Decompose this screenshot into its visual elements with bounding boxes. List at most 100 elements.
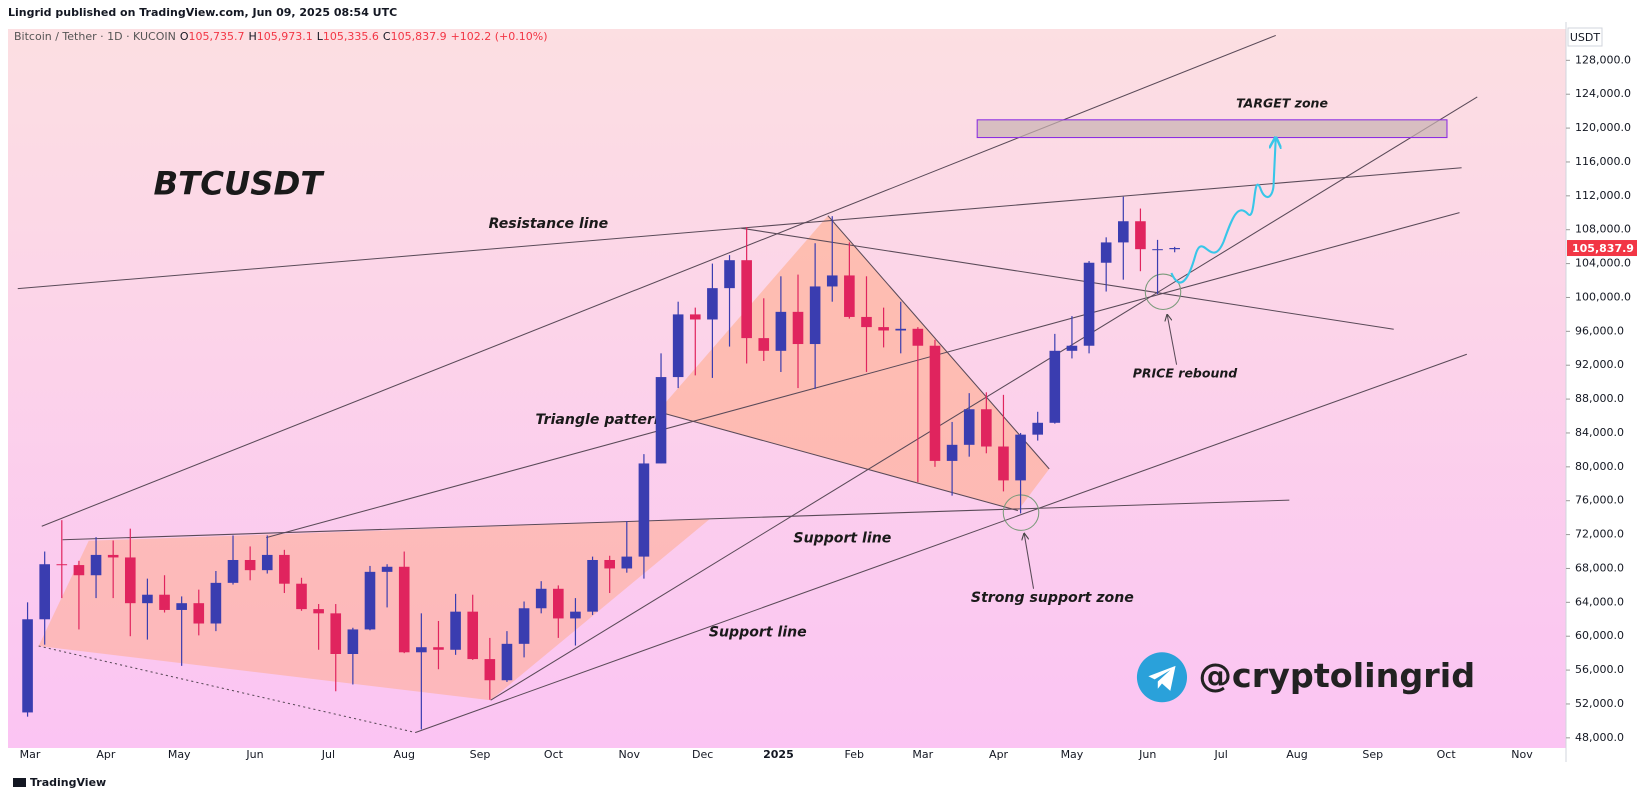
annotation: Support line: [709, 625, 807, 641]
candle-body: [1032, 422, 1044, 435]
candle-body: [553, 588, 564, 619]
x-tick-label: Mar: [20, 748, 41, 761]
candle-body: [758, 338, 770, 351]
y-tick-label: 60,000.0: [1575, 629, 1624, 642]
candle-body: [450, 611, 461, 650]
y-tick-label: 112,000.0: [1575, 189, 1631, 202]
candle-body: [1100, 242, 1112, 263]
triangle-top: [827, 215, 1050, 470]
x-tick-label: Oct: [1437, 748, 1457, 761]
y-tick-label: 84,000.0: [1575, 426, 1624, 439]
y-tick-label: 104,000.0: [1575, 257, 1631, 270]
candle-body: [518, 608, 530, 644]
annotation: Resistance line: [489, 216, 609, 232]
candle-body: [638, 463, 650, 557]
annotation: Strong support zone: [971, 590, 1134, 606]
legend-value: 105,837.9: [391, 30, 447, 43]
watermark: @cryptolingrid: [1199, 656, 1476, 695]
y-tick-label: 124,000.0: [1575, 87, 1631, 100]
header: Lingrid published on TradingView.com, Ju…: [8, 6, 397, 19]
descending-line: [741, 227, 1394, 330]
candle-body: [792, 311, 804, 345]
x-tick-label: Aug: [1286, 748, 1307, 761]
candle-body: [535, 588, 547, 609]
candle-body: [981, 409, 992, 447]
candle-body: [1015, 434, 1026, 481]
triangle-middle: [657, 215, 1050, 511]
y-tick-label: 96,000.0: [1575, 324, 1624, 337]
y-tick-label: 76,000.0: [1575, 494, 1624, 507]
candle-body: [107, 554, 119, 558]
candle-body: [1169, 248, 1180, 250]
candle-body: [244, 559, 256, 571]
y-tick-label: 64,000.0: [1575, 595, 1624, 608]
candle-body: [159, 594, 170, 610]
candle-body: [279, 554, 290, 584]
candle-body: [604, 559, 615, 569]
unit-box: [1567, 27, 1603, 47]
candle-body: [570, 611, 581, 619]
y-tick-label: 92,000.0: [1575, 358, 1624, 371]
x-tick-label: Nov: [1511, 748, 1533, 761]
y-tick-label: 100,000.0: [1575, 290, 1631, 303]
candle-body: [861, 316, 872, 328]
candle-body: [809, 286, 821, 345]
legend-change: +102.2 (+0.10%): [451, 30, 548, 43]
projection-path: [1170, 138, 1275, 284]
x-tick-label: May: [1061, 748, 1084, 761]
candle-body: [381, 566, 393, 572]
candle-body: [347, 629, 359, 654]
dotted-line: [38, 645, 416, 734]
last-price-label: 105,837.9: [1572, 242, 1634, 255]
y-tick-label: 116,000.0: [1575, 155, 1631, 168]
candle-body: [193, 603, 205, 624]
legend-key: L: [317, 30, 324, 43]
legend-value: 105,335.6: [323, 30, 379, 43]
x-tick-label: Mar: [912, 748, 933, 761]
arrow: [1167, 315, 1178, 365]
footer-logo: [13, 778, 26, 787]
candle-body: [741, 260, 752, 339]
candle-body: [672, 314, 684, 378]
candle-body: [963, 409, 975, 445]
candle-body: [501, 643, 513, 681]
legend-value: 105,735.7: [189, 30, 245, 43]
support-rising: [490, 96, 1478, 701]
y-tick-label: 52,000.0: [1575, 697, 1624, 710]
candle-body: [621, 556, 633, 569]
candle-body: [655, 377, 667, 464]
legend-key: O: [180, 30, 189, 43]
candle-body: [895, 328, 907, 331]
candle-body: [929, 345, 941, 461]
target-zone: [976, 119, 1448, 139]
candle-body: [176, 603, 187, 610]
candle-body: [433, 647, 444, 650]
candle-body: [39, 564, 50, 620]
y-tick-label: 88,000.0: [1575, 392, 1624, 405]
x-tick-label: Apr: [989, 748, 1009, 761]
candle-body: [707, 288, 718, 320]
x-tick-label: Jun: [245, 748, 263, 761]
candle-body: [878, 327, 889, 331]
channel-upper: [41, 34, 1276, 527]
axes: 48,000.0 52,000.0 56,000.0 60,000.0 64,000.0…: [20, 53, 1637, 761]
x-tick-label: May: [168, 748, 191, 761]
x-tick-label: Aug: [393, 748, 414, 761]
y-tick-label: 56,000.0: [1575, 663, 1624, 676]
candle-body: [227, 559, 239, 583]
symbol-title: BTCUSDT: [153, 164, 325, 202]
legend-symbol: Bitcoin / Tether · 1D · KUCOIN: [14, 30, 176, 43]
candle-body: [124, 557, 136, 604]
legend: Bitcoin / Tether · 1D · KUCOIN O105,735.7…: [14, 30, 548, 43]
candle-body: [330, 613, 342, 654]
candle-body: [73, 565, 85, 576]
candle-body: [484, 659, 496, 681]
candle-body: [364, 571, 376, 630]
candle-body: [998, 446, 1009, 481]
candle-body: [1152, 249, 1163, 251]
y-tick-label: 108,000.0: [1575, 223, 1631, 236]
x-tick-label: Apr: [96, 748, 116, 761]
candle-body: [1117, 221, 1129, 243]
candle-body: [398, 566, 410, 653]
candle-body: [56, 564, 68, 566]
